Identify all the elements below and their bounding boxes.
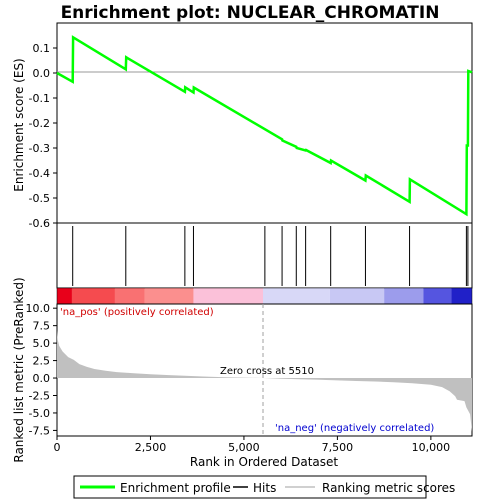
metric-y-tick-label: 10.0 (26, 302, 51, 315)
es-y-tick-label: -0.1 (29, 92, 50, 105)
ranked-metric-panel: 10.0 7.5 5.0 2.5 0.0 -2.5 -5.0 -7.5 0 2,500 5,000… (12, 277, 472, 469)
rank-colorbar (57, 288, 472, 304)
metric-y-tick-label: -5.0 (29, 407, 50, 420)
colorbar-segment (384, 288, 423, 304)
zero-cross-label: Zero cross at 5510 (220, 366, 314, 377)
colorbar-segment (145, 288, 194, 304)
metric-x-tick-label: 5,000 (228, 441, 260, 454)
es-y-axis: 0.1 0.0 -0.1 -0.2 -0.3 -0.4 -0.5 -0.6 (29, 42, 57, 230)
metric-x-axis: 0 2,500 5,000 7,500 10,000 (54, 436, 451, 454)
metric-y-tick-label: 5.0 (33, 337, 51, 350)
es-y-tick-label: -0.3 (29, 142, 50, 155)
metric-y-tick-label: -7.5 (29, 424, 50, 437)
colorbar-segment (263, 288, 330, 304)
colorbar-segment (72, 288, 115, 304)
enrichment-score-panel: 0.1 0.0 -0.1 -0.2 -0.3 -0.4 -0.5 -0.6 Enrichmen… (12, 23, 472, 230)
metric-y-axis-label: Ranked list metric (PreRanked) (12, 277, 26, 462)
legend-label-metric: Ranking metric scores (322, 481, 455, 495)
metric-x-axis-label: Rank in Ordered Dataset (190, 455, 338, 469)
es-y-tick-label: 0.1 (33, 42, 51, 55)
metric-x-tick-label: 7,500 (322, 441, 354, 454)
colorbar-segment (451, 288, 472, 304)
es-y-tick-label: -0.5 (29, 192, 50, 205)
metric-y-tick-label: 2.5 (33, 355, 51, 368)
chart-title: Enrichment plot: NUCLEAR_CHROMATIN (61, 3, 440, 23)
negative-correlation-label: 'na_neg' (negatively correlated) (275, 423, 434, 434)
hits-panel (57, 223, 472, 288)
metric-x-tick-label: 2,500 (135, 441, 167, 454)
legend-label-hits: Hits (253, 481, 276, 495)
metric-y-tick-label: 7.5 (33, 320, 51, 333)
chart-legend: Enrichment profile Hits Ranking metric s… (74, 476, 455, 498)
es-y-tick-label: -0.6 (29, 217, 50, 230)
es-y-tick-label: -0.2 (29, 117, 50, 130)
colorbar-segment (330, 288, 384, 304)
metric-y-axis: 10.0 7.5 5.0 2.5 0.0 -2.5 -5.0 -7.5 (26, 302, 58, 437)
metric-x-tick-label: 0 (54, 441, 61, 454)
colorbar-segment (115, 288, 145, 304)
metric-x-tick-label: 10,000 (412, 441, 451, 454)
metric-y-tick-label: 0.0 (33, 372, 51, 385)
colorbar-segment (57, 288, 72, 304)
legend-label-enrichment: Enrichment profile (120, 481, 231, 495)
metric-y-tick-label: -2.5 (29, 389, 50, 402)
es-y-tick-label: -0.4 (29, 167, 50, 180)
colorbar-segment (193, 288, 263, 304)
es-y-axis-label: Enrichment score (ES) (12, 58, 26, 191)
positive-correlation-label: 'na_pos' (positively correlated) (60, 307, 214, 318)
es-y-tick-label: 0.0 (33, 67, 51, 80)
colorbar-segment (423, 288, 451, 304)
